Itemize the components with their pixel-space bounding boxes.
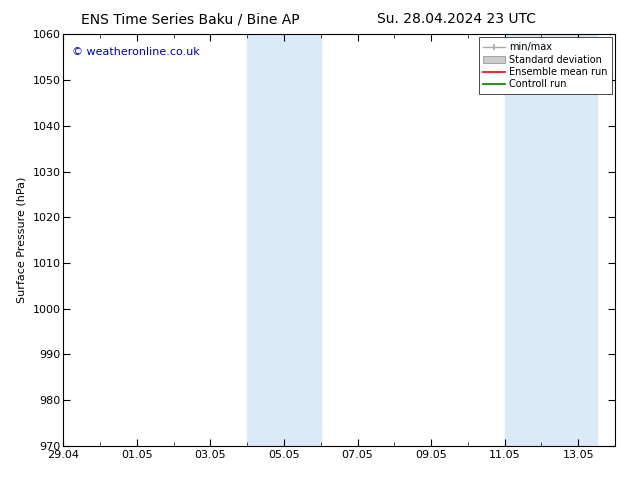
Text: © weatheronline.co.uk: © weatheronline.co.uk: [72, 47, 200, 57]
Text: ENS Time Series Baku / Bine AP: ENS Time Series Baku / Bine AP: [81, 12, 299, 26]
Bar: [247, 34, 321, 446]
Legend: min/max, Standard deviation, Ensemble mean run, Controll run: min/max, Standard deviation, Ensemble me…: [479, 37, 612, 94]
Y-axis label: Surface Pressure (hPa): Surface Pressure (hPa): [17, 177, 27, 303]
Bar: [505, 34, 597, 446]
Text: Su. 28.04.2024 23 UTC: Su. 28.04.2024 23 UTC: [377, 12, 536, 26]
